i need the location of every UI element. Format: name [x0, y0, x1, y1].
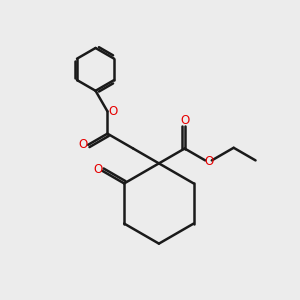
- Text: O: O: [78, 138, 87, 151]
- Text: O: O: [180, 114, 189, 128]
- Text: O: O: [205, 155, 214, 168]
- Text: O: O: [108, 105, 117, 118]
- Text: O: O: [94, 163, 103, 176]
